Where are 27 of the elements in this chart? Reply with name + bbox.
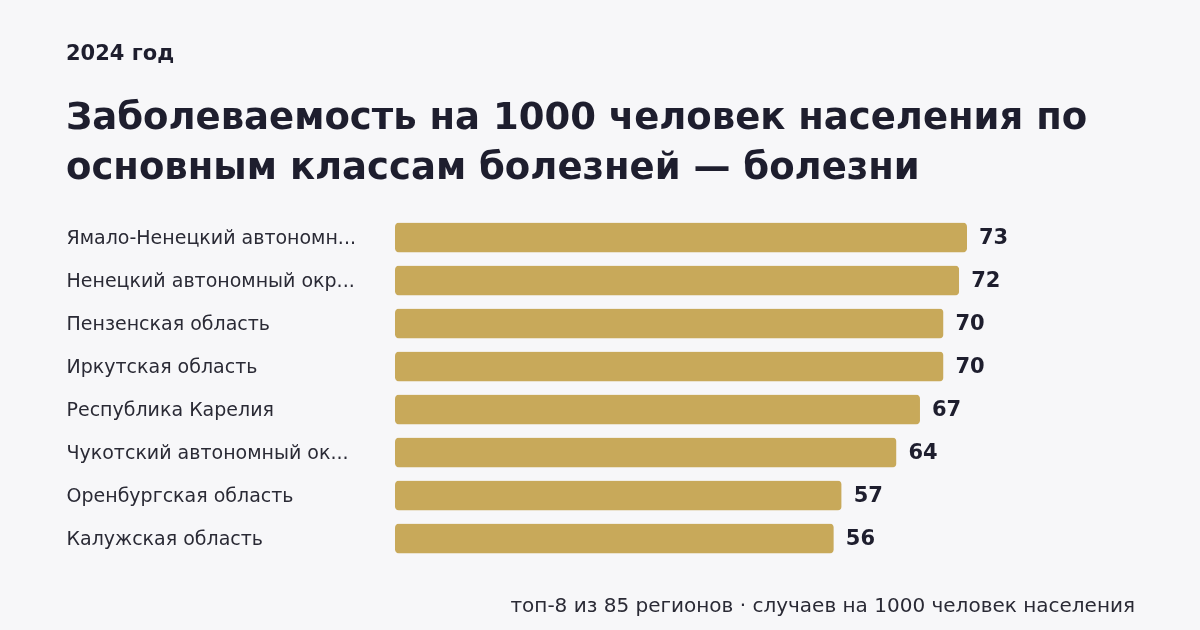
bar (395, 480, 842, 511)
data-label: 64 (908, 439, 938, 464)
bar (395, 265, 960, 296)
data-label: 73 (979, 224, 1009, 249)
bar (395, 351, 944, 382)
text: 2024 год (66, 41, 175, 65)
y-tick-label: Пензенская область (66, 311, 270, 334)
data-label: 67 (931, 396, 962, 421)
y-tick-label: Иркутская область (66, 354, 258, 377)
chart-title: Заболеваемость на 1000 человек населения по основным классам болезней — болезни (66, 95, 1088, 188)
y-tick-label: Ямало-Ненецкий автономн... (66, 225, 356, 248)
y-tick-label: Ненецкий автономный окр... (66, 268, 355, 291)
data-label: 56 (845, 525, 876, 550)
data-label: 70 (955, 353, 985, 378)
y-tick-label: Калужская область (66, 526, 264, 549)
y-tick-label: Оренбургская область (66, 483, 294, 506)
bar (395, 394, 920, 425)
bar (395, 437, 897, 468)
bar (395, 308, 944, 339)
y-tick-label: Чукотский автономный ок... (66, 440, 349, 463)
text: топ-8 из 85 регионов · случаев на 1000 человек населения (510, 593, 1135, 617)
bar (395, 222, 967, 253)
bar (395, 523, 834, 554)
data-label: 70 (955, 310, 985, 335)
y-tick-label: Республика Карелия (66, 397, 274, 420)
data-label: 72 (971, 267, 1001, 292)
data-label: 57 (853, 482, 883, 507)
